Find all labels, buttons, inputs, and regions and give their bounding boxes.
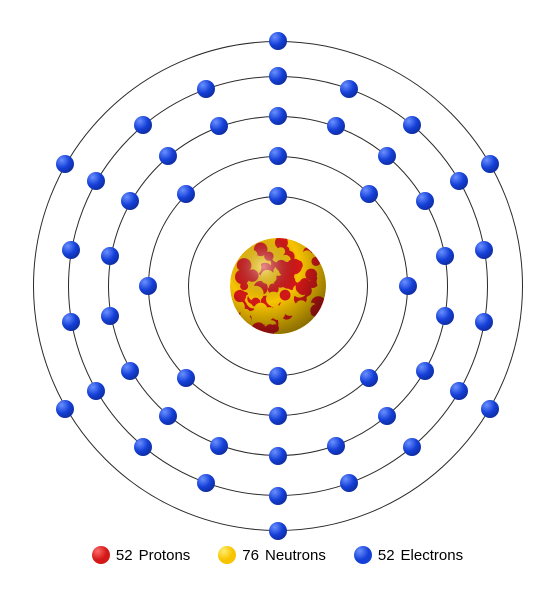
electron [436,247,454,265]
electron [269,67,287,85]
neutron-count: 76 [242,547,259,564]
electron [101,307,119,325]
electron [481,155,499,173]
electron [56,155,74,173]
electron [121,192,139,210]
electron [378,407,396,425]
electron [269,522,287,540]
electron [159,407,177,425]
proton-label: Protons [139,547,191,564]
electron [360,369,378,387]
electron [327,437,345,455]
electron [197,474,215,492]
electron [340,80,358,98]
electron-icon [354,546,372,564]
electron [416,362,434,380]
legend-item-electrons: 52 Electrons [354,546,463,564]
electron [403,438,421,456]
legend-item-protons: 52 Protons [92,546,190,564]
electron [403,116,421,134]
nucleus [230,238,326,334]
electron [269,107,287,125]
electron [62,241,80,259]
electron [450,382,468,400]
electron [416,192,434,210]
electron [121,362,139,380]
electron [210,437,228,455]
electron [436,307,454,325]
electron [475,241,493,259]
electron [101,247,119,265]
electron [177,185,195,203]
legend: 52 Protons 76 Neutrons 52 Electrons [92,546,463,564]
legend-item-neutrons: 76 Neutrons [218,546,326,564]
electron [269,147,287,165]
electron [360,185,378,203]
proton-icon [92,546,110,564]
electron [139,277,157,295]
electron [56,400,74,418]
electron [340,474,358,492]
electron [269,32,287,50]
neutron-label: Neutrons [265,547,326,564]
electron [210,117,228,135]
electron [87,172,105,190]
electron [378,147,396,165]
electron [269,367,287,385]
proton-count: 52 [116,547,133,564]
electron [177,369,195,387]
electron [481,400,499,418]
electron [87,382,105,400]
electron [134,116,152,134]
electron [269,407,287,425]
electron [62,313,80,331]
electron [269,447,287,465]
neutron-icon [218,546,236,564]
electron [450,172,468,190]
electron [197,80,215,98]
electron [475,313,493,331]
electron [327,117,345,135]
electron-label: Electrons [401,547,464,564]
electron [269,487,287,505]
electron [399,277,417,295]
electron [159,147,177,165]
electron-count: 52 [378,547,395,564]
electron [269,187,287,205]
atom-diagram [28,36,528,536]
electron [134,438,152,456]
